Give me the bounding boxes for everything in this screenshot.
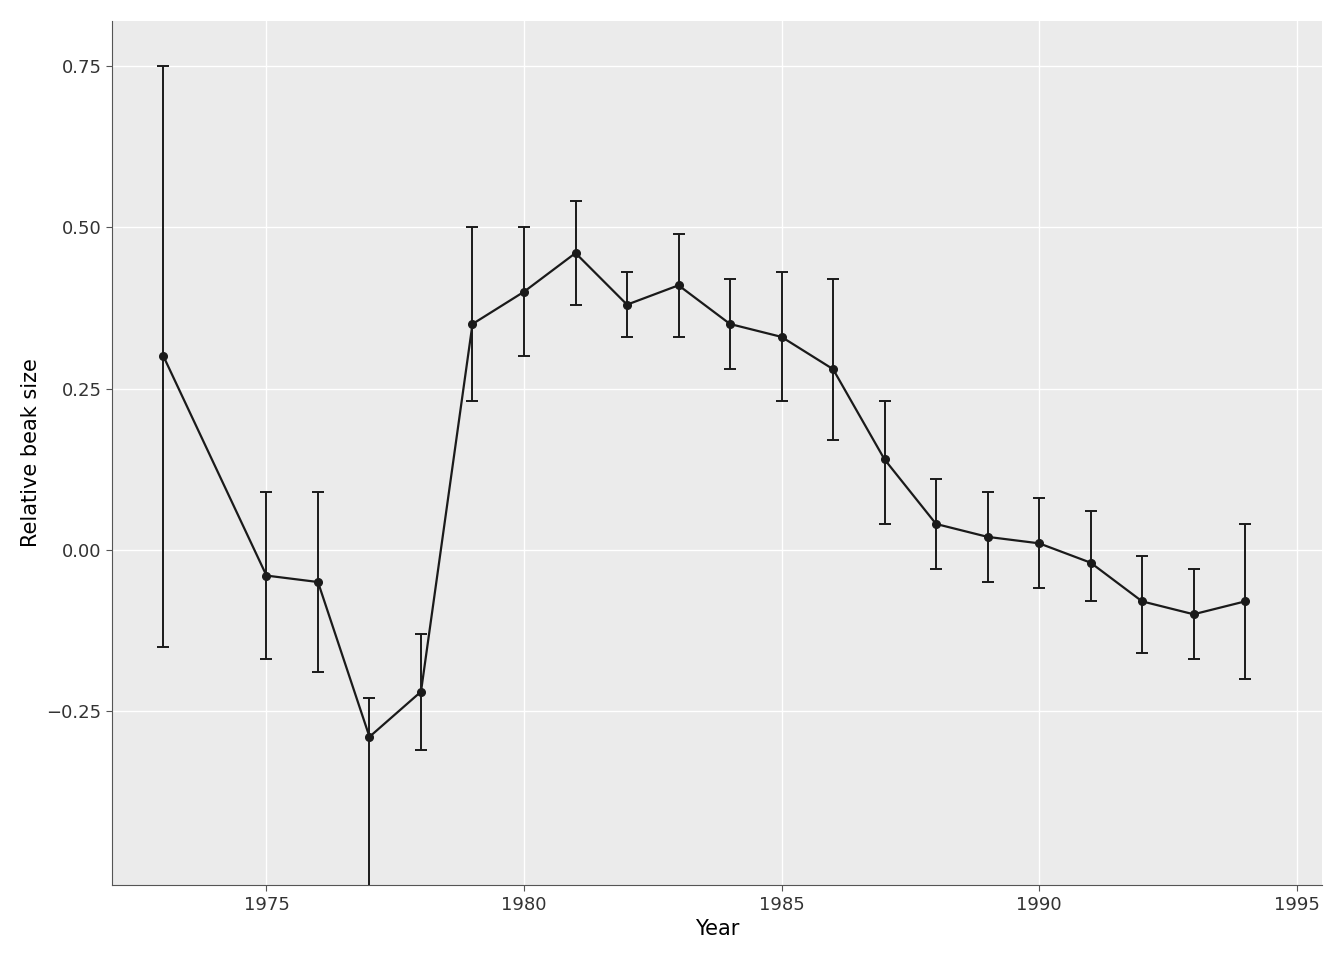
X-axis label: Year: Year (695, 919, 739, 939)
Y-axis label: Relative beak size: Relative beak size (22, 359, 40, 547)
